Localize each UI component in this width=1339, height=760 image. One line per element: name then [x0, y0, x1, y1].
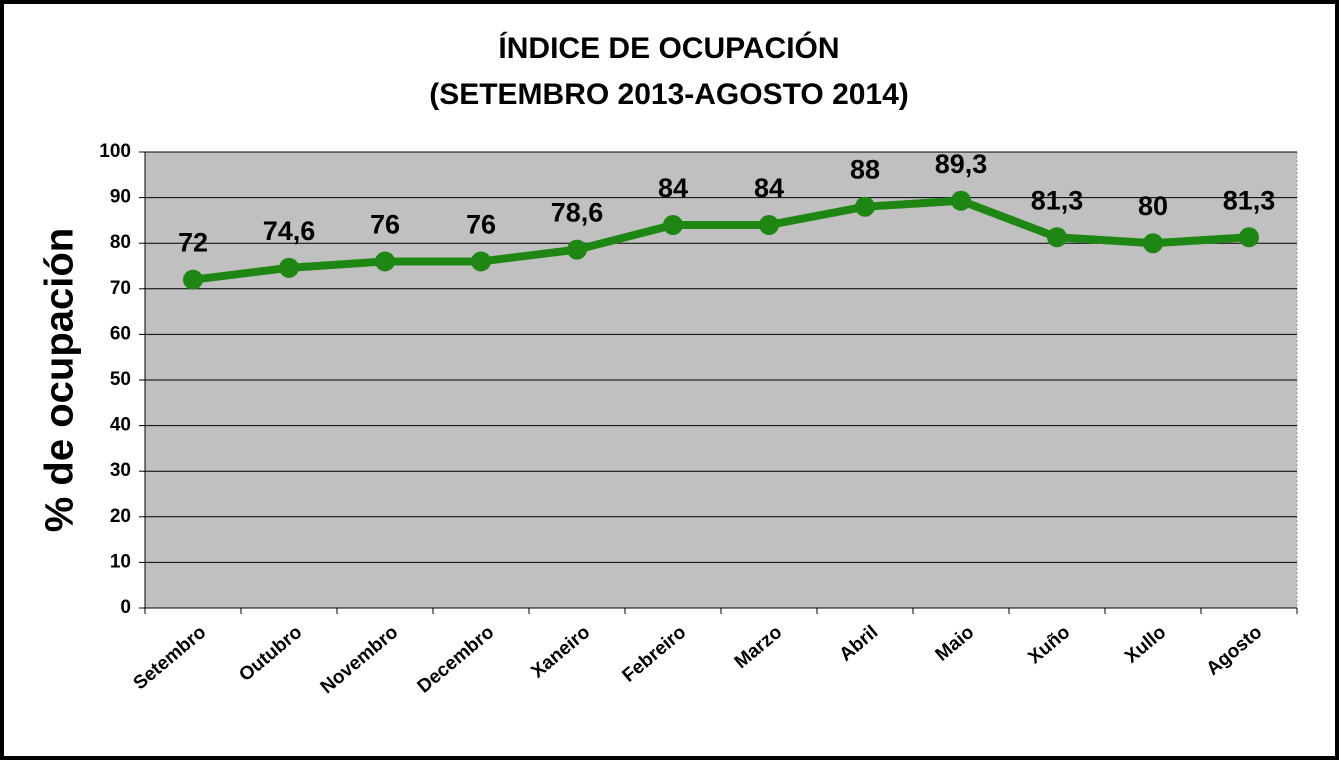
data-label: 88 [850, 155, 880, 185]
marker [855, 196, 875, 217]
y-tick-label: 60 [110, 323, 131, 344]
data-label: 81,3 [1031, 185, 1084, 215]
y-axis-label: % de ocupación [38, 228, 82, 533]
chart-subtitle: (SETEMBRO 2013-AGOSTO 2014) [429, 78, 909, 111]
data-label: 84 [658, 173, 688, 203]
data-label: 80 [1138, 191, 1168, 221]
marker [567, 239, 587, 260]
marker [183, 269, 203, 290]
data-label: 74,6 [263, 216, 316, 246]
marker [1239, 227, 1259, 248]
y-tick-label: 40 [110, 415, 131, 436]
line [192, 196, 1250, 284]
marker [951, 190, 971, 211]
y-tick-label: 70 [110, 278, 131, 299]
data-label: 76 [466, 209, 496, 239]
data-label: 78,6 [551, 198, 604, 228]
data-label: 89,3 [935, 149, 988, 179]
marker [471, 251, 491, 272]
data-label: 84 [754, 173, 784, 203]
marker [663, 214, 683, 235]
data-label: 76 [370, 209, 400, 239]
y-tick-label: 10 [110, 551, 131, 572]
marker [759, 214, 779, 235]
y-tick-label: 50 [110, 369, 131, 390]
marker [1047, 227, 1067, 248]
y-tick-label: 90 [110, 187, 131, 208]
y-tick-label: 20 [110, 506, 131, 527]
chart-title: ÍNDICE DE OCUPACIÓN [498, 31, 839, 65]
data-label: 72 [178, 228, 208, 258]
data-label: 81,3 [1223, 185, 1276, 215]
y-tick-label: 100 [99, 141, 131, 162]
marker [1143, 233, 1163, 254]
y-tick-label: 80 [110, 232, 131, 253]
y-tick-label: 30 [110, 460, 131, 481]
marker [279, 257, 299, 278]
y-tick-label: 0 [120, 597, 131, 618]
marker [375, 251, 395, 272]
